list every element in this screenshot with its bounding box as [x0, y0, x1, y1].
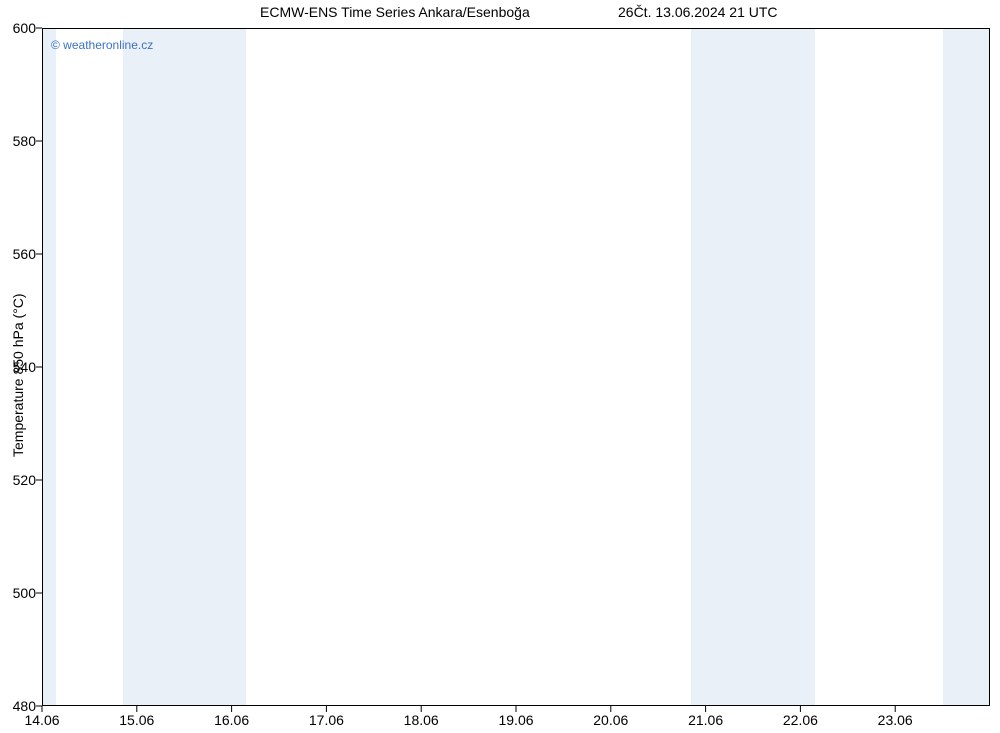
chart-title-right: 26Čt. 13.06.2024 21 UTC: [618, 4, 778, 20]
y-tick-label: 580: [13, 133, 36, 149]
y-tick-label: 560: [13, 246, 36, 262]
y-tick-label: 500: [13, 585, 36, 601]
plot-area: 48050052054056058060014.0615.0616.0617.0…: [42, 28, 990, 706]
x-tick-label: 17.06: [309, 712, 344, 728]
x-tick-label: 22.06: [783, 712, 818, 728]
y-tick-label: 520: [13, 472, 36, 488]
x-tick-label: 23.06: [878, 712, 913, 728]
x-tick-label: 18.06: [404, 712, 439, 728]
weekend-band: [42, 28, 56, 706]
y-axis-label: Temperature 850 hPa (°C): [10, 293, 26, 457]
x-tick-label: 16.06: [214, 712, 249, 728]
weekend-band: [691, 28, 814, 706]
x-tick-label: 14.06: [24, 712, 59, 728]
chart-title-left: ECMW-ENS Time Series Ankara/Esenboğa: [260, 4, 530, 20]
chart-container: ECMW-ENS Time Series Ankara/Esenboğa 26Č…: [0, 0, 1000, 733]
x-tick-label: 21.06: [688, 712, 723, 728]
x-tick-label: 20.06: [593, 712, 628, 728]
weekend-band: [123, 28, 246, 706]
watermark: © weatheronline.cz: [51, 38, 153, 52]
y-tick-label: 600: [13, 20, 36, 36]
x-tick-label: 19.06: [498, 712, 533, 728]
weekend-band: [943, 28, 990, 706]
x-tick-label: 15.06: [119, 712, 154, 728]
